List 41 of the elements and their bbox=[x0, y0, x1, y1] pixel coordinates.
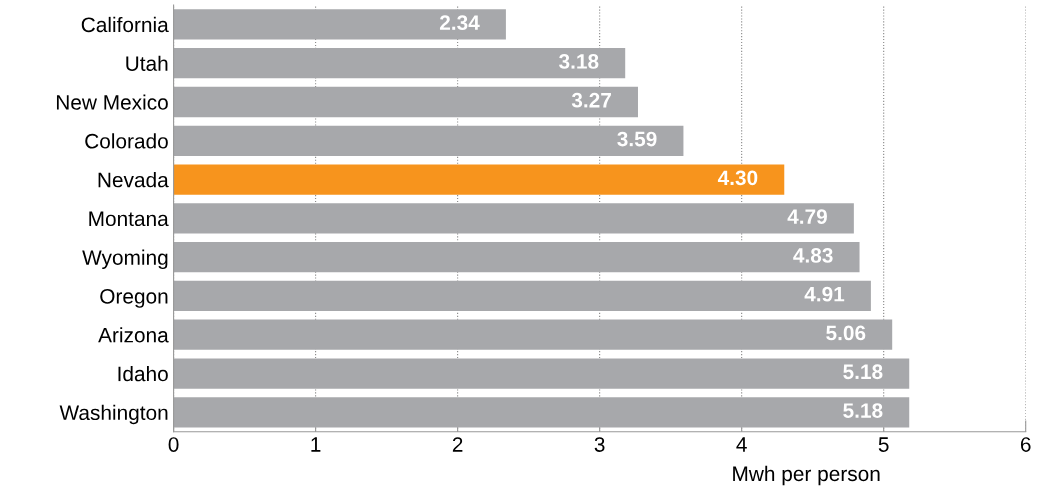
x-tick-label: 2 bbox=[452, 437, 463, 452]
data-label: 5.06 bbox=[826, 325, 866, 341]
bar bbox=[173, 9, 506, 40]
x-tick-label: 4 bbox=[736, 437, 747, 452]
bar bbox=[173, 164, 785, 195]
y-tick-label: Arizona bbox=[98, 327, 169, 343]
x-tick-label: 3 bbox=[594, 437, 605, 452]
bar bbox=[173, 280, 871, 312]
y-tick-label: Nevada bbox=[98, 172, 169, 188]
bar bbox=[173, 242, 860, 273]
y-tick-label: Washington bbox=[59, 404, 168, 425]
y-tick-label: Idaho bbox=[118, 365, 168, 382]
data-label: 3.59 bbox=[617, 131, 657, 147]
bar bbox=[173, 86, 638, 118]
x-axis-title: Mwh per person bbox=[733, 465, 880, 486]
y-tick-label: Colorado bbox=[85, 133, 168, 149]
bar bbox=[173, 125, 684, 156]
data-label: 3.27 bbox=[571, 92, 611, 108]
data-label: 5.18 bbox=[843, 364, 883, 380]
data-label: 4.91 bbox=[804, 286, 845, 302]
bar bbox=[173, 203, 854, 234]
y-tick-label: California bbox=[81, 16, 169, 33]
x-tick-label: 0 bbox=[168, 437, 179, 452]
y-tick-label: Montana bbox=[89, 211, 169, 227]
y-tick-label: New Mexico bbox=[56, 94, 168, 110]
data-label: 2.34 bbox=[439, 15, 480, 31]
x-tick-label: 5 bbox=[878, 437, 889, 452]
bar bbox=[173, 319, 893, 350]
x-tick-label: 6 bbox=[1020, 437, 1031, 452]
y-tick-label: Wyoming bbox=[82, 249, 168, 270]
data-label: 5.18 bbox=[843, 403, 883, 418]
data-label: 4.30 bbox=[717, 170, 758, 186]
data-label: 4.79 bbox=[787, 209, 827, 224]
x-tick-label: 1 bbox=[311, 437, 321, 452]
y-tick-label: Oregon bbox=[100, 288, 168, 308]
y-tick-label: Utah bbox=[126, 55, 168, 71]
bar bbox=[173, 397, 910, 428]
data-label: 3.18 bbox=[559, 54, 599, 69]
data-label: 4.83 bbox=[793, 248, 833, 263]
bar bbox=[173, 358, 910, 389]
bar bbox=[173, 48, 626, 79]
